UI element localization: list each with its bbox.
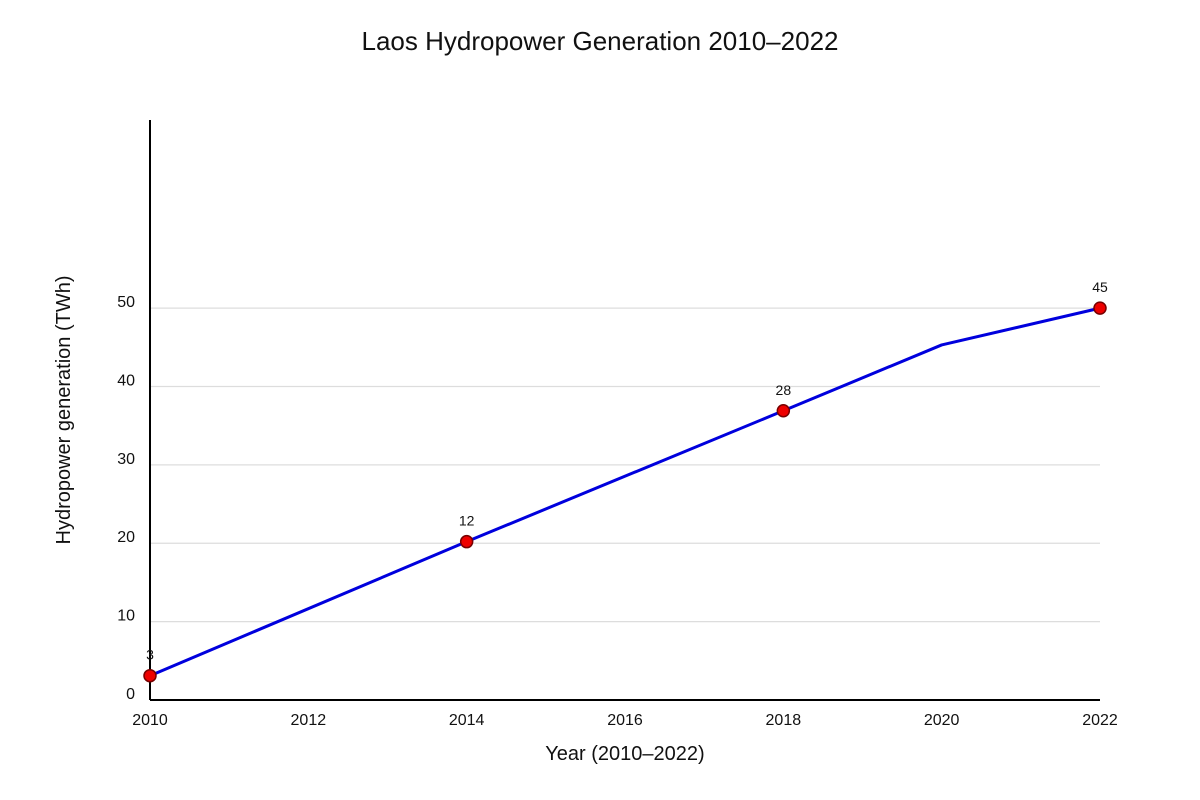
x-tick-label: 2016	[607, 712, 643, 729]
y-tick-label: 0	[126, 686, 135, 703]
data-point-label: 3	[146, 647, 154, 663]
x-tick-label: 2018	[766, 712, 802, 729]
data-point-label: 45	[1092, 279, 1108, 295]
data-point-marker	[776, 404, 791, 418]
chart-title: Laos Hydropower Generation 2010–2022	[361, 26, 838, 56]
marker-layer	[143, 301, 1107, 683]
x-tick-label: 2022	[1082, 712, 1118, 729]
data-label-layer: 3 12 28 45	[146, 279, 1108, 663]
y-tick-label: 50	[117, 294, 135, 311]
grid-lines	[150, 307, 1100, 623]
x-tick-label: 2020	[924, 712, 960, 729]
x-tick-label: 2012	[291, 712, 327, 729]
x-tick-labels: 2010 2012 2014 2016 2018 2020 2022	[132, 712, 1118, 729]
data-point-label: 12	[459, 513, 475, 529]
x-tick-label: 2014	[449, 712, 485, 729]
y-tick-labels: 0 10 20 30 40 50	[117, 294, 135, 703]
data-point-marker	[1093, 301, 1107, 315]
data-point-marker	[143, 668, 157, 683]
series-line	[149, 306, 1101, 678]
y-axis-title: Hydropower generation (TWh)	[53, 276, 75, 545]
y-tick-label: 20	[117, 529, 135, 546]
x-tick-label: 2010	[132, 712, 168, 729]
series-layer	[149, 306, 1101, 678]
data-point-label: 28	[776, 382, 792, 398]
y-tick-label: 10	[117, 608, 135, 625]
y-tick-label: 40	[117, 372, 135, 389]
x-axis-title: Year (2010–2022)	[545, 743, 704, 765]
axes	[149, 120, 1100, 701]
y-tick-label: 30	[117, 451, 135, 468]
data-point-marker	[459, 534, 474, 549]
